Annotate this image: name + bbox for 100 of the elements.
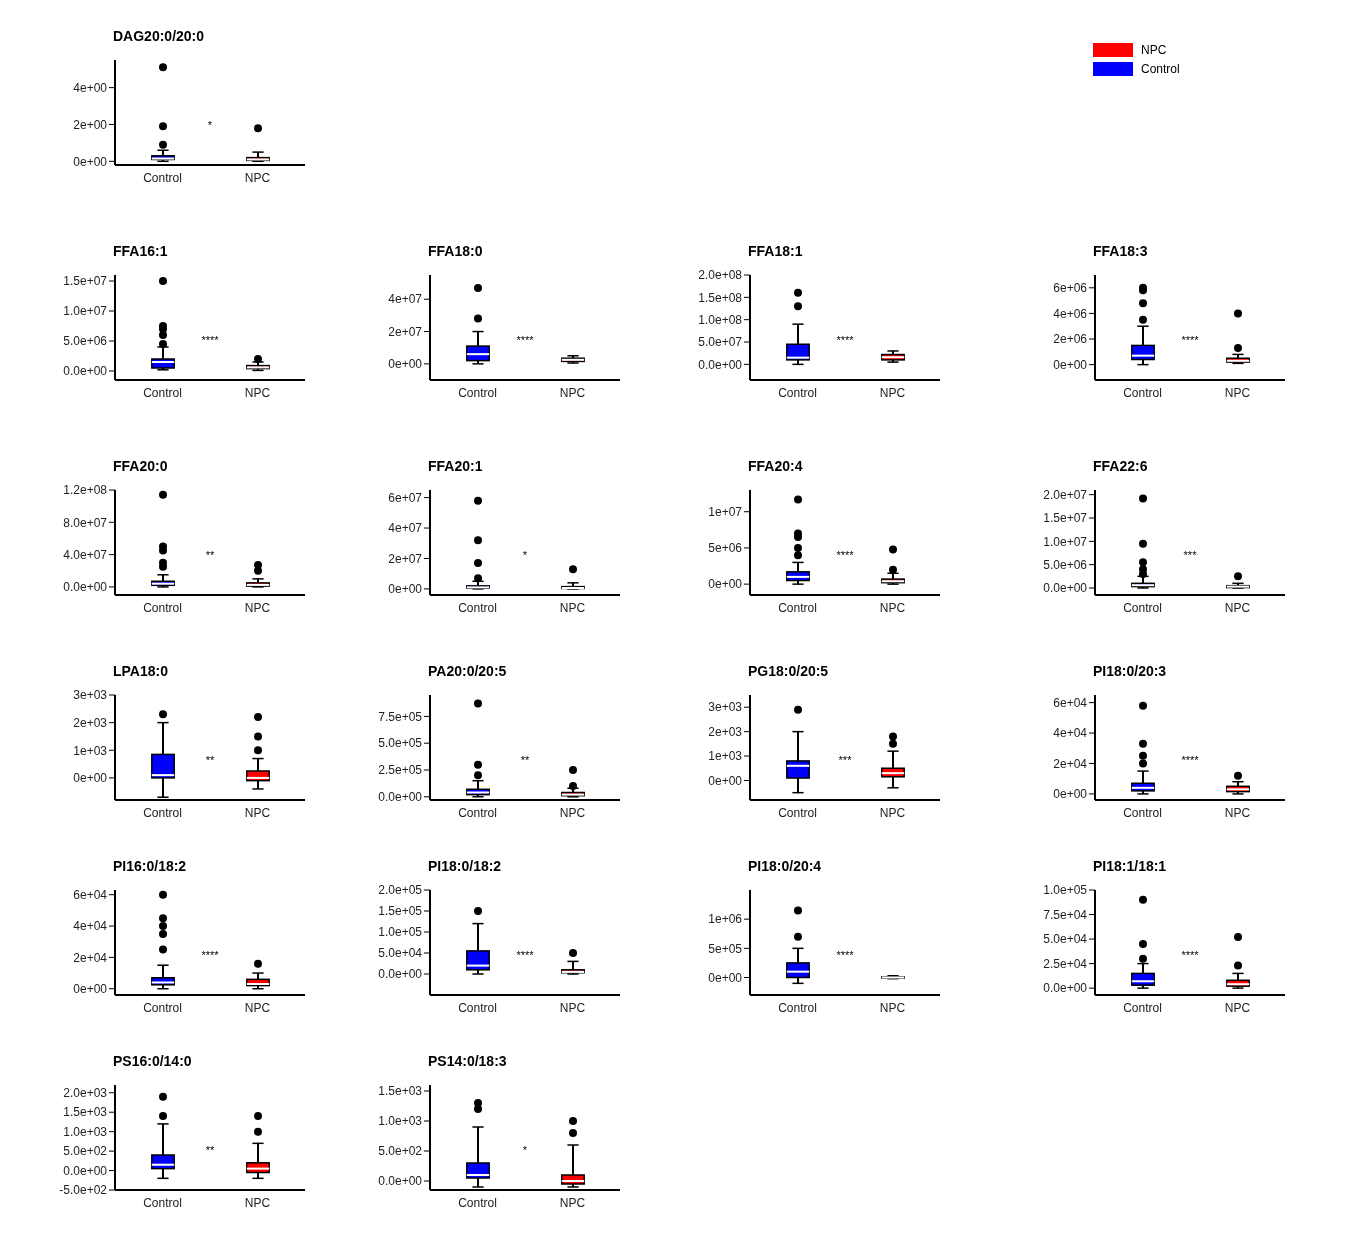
annotation: * [521, 1144, 529, 1156]
x-tick-label: NPC [559, 385, 586, 400]
y-tick-label: 2.0e+05 [378, 883, 423, 898]
y-tick-label: 5.0e+06 [63, 334, 108, 349]
chart-title: FFA20:4 [748, 458, 804, 476]
x-tick-label: Control [458, 805, 497, 820]
y-tick-label: 1.0e+05 [1043, 883, 1088, 898]
x-tick-label: Control [778, 1000, 817, 1015]
y-tick-label: 3e+03 [73, 688, 108, 703]
y-tick-label: 0e+00 [1053, 787, 1088, 802]
y-tick-label: 7.5e+05 [378, 709, 423, 724]
y-tick-label: 5.0e+07 [698, 335, 743, 350]
x-tick-label: Control [458, 1000, 497, 1015]
y-tick-label: 0e+00 [388, 357, 423, 372]
x-tick-label: Control [1123, 385, 1162, 400]
y-tick-label: 5.0e+04 [378, 946, 423, 961]
x-tick-label: Control [143, 805, 182, 820]
chart-title: PS14:0/18:3 [428, 1053, 508, 1071]
x-tick-label: Control [458, 1195, 497, 1210]
chart-title: PA20:0/20:5 [428, 663, 508, 681]
x-tick-label: Control [1123, 600, 1162, 615]
y-tick-label: 1.0e+03 [63, 1124, 108, 1139]
y-tick-label: 0e+00 [1053, 357, 1088, 372]
chart-title: PG18:0/20:5 [748, 663, 830, 681]
y-tick-label: 0.0e+00 [378, 790, 423, 805]
y-tick-label: 1.2e+08 [63, 483, 108, 498]
y-tick-label: 5e+06 [708, 541, 743, 556]
annotation: **** [835, 949, 855, 961]
y-tick-label: 0e+00 [73, 981, 108, 996]
y-tick-label: 1.5e+07 [63, 274, 108, 289]
y-tick-label: 2e+03 [708, 724, 743, 739]
y-tick-label: 2.5e+04 [1043, 956, 1088, 971]
annotation: **** [515, 334, 535, 346]
x-tick-label: NPC [559, 1000, 586, 1015]
y-tick-label: 4e+07 [388, 292, 423, 307]
x-tick-label: NPC [1224, 1000, 1251, 1015]
y-tick-label: 0e+00 [708, 577, 743, 592]
y-tick-label: 0.0e+00 [1043, 581, 1088, 596]
chart-title: FFA18:3 [1093, 243, 1149, 261]
y-tick-label: 1.0e+07 [63, 304, 108, 319]
x-tick-label: NPC [879, 1000, 906, 1015]
y-tick-label: 4e+07 [388, 521, 423, 536]
y-tick-label: 5.0e+02 [63, 1144, 108, 1159]
y-tick-label: 0.0e+00 [378, 967, 423, 982]
y-tick-label: -5.0e+02 [59, 1183, 108, 1198]
chart-title: PI18:1/18:1 [1093, 858, 1168, 876]
x-tick-label: Control [143, 1195, 182, 1210]
x-tick-label: NPC [879, 385, 906, 400]
y-tick-label: 5.0e+02 [378, 1144, 423, 1159]
y-tick-label: 5.0e+06 [1043, 557, 1088, 572]
y-tick-label: 1.5e+05 [378, 904, 423, 919]
chart-title: LPA18:0 [113, 663, 169, 681]
y-tick-label: 7.5e+04 [1043, 907, 1088, 922]
y-tick-label: 3e+03 [708, 700, 743, 715]
y-tick-label: 2e+04 [1053, 756, 1088, 771]
chart-title: FFA18:1 [748, 243, 804, 261]
y-tick-label: 0e+00 [73, 771, 108, 786]
x-tick-label: NPC [559, 600, 586, 615]
x-tick-label: Control [143, 600, 182, 615]
y-tick-label: 2e+03 [73, 715, 108, 730]
x-tick-label: NPC [1224, 600, 1251, 615]
y-tick-label: 2.0e+08 [698, 268, 743, 283]
x-tick-label: NPC [244, 805, 271, 820]
legend-label: Control [1141, 61, 1180, 76]
y-tick-label: 1.0e+08 [698, 312, 743, 327]
annotation: **** [835, 334, 855, 346]
annotation: **** [835, 549, 855, 561]
legend-label: NPC [1141, 42, 1167, 57]
annotation: * [206, 119, 214, 131]
y-tick-label: 8.0e+07 [63, 515, 108, 530]
x-tick-label: NPC [879, 805, 906, 820]
x-tick-label: Control [143, 385, 182, 400]
annotation: ** [519, 754, 531, 766]
annotation: *** [837, 754, 853, 766]
y-tick-label: 5e+05 [708, 941, 743, 956]
chart-title: PI16:0/18:2 [113, 858, 188, 876]
y-tick-label: 4.0e+07 [63, 547, 108, 562]
y-tick-label: 0.0e+00 [63, 364, 108, 379]
y-tick-label: 5.0e+04 [1043, 932, 1088, 947]
y-tick-label: 5.0e+05 [378, 736, 423, 751]
chart-title: FFA20:0 [113, 458, 169, 476]
y-tick-label: 0.0e+00 [1043, 981, 1088, 996]
y-tick-label: 2e+07 [388, 551, 423, 566]
y-tick-label: 6e+04 [73, 887, 108, 902]
x-tick-label: NPC [244, 1195, 271, 1210]
y-tick-label: 2e+06 [1053, 332, 1088, 347]
chart-title: PS16:0/14:0 [113, 1053, 193, 1071]
y-tick-label: 0.0e+00 [63, 580, 108, 595]
chart-title: FFA20:1 [428, 458, 484, 476]
y-tick-label: 1.5e+07 [1043, 511, 1088, 526]
y-tick-label: 0e+00 [388, 582, 423, 597]
x-tick-label: Control [1123, 1000, 1162, 1015]
x-tick-label: NPC [1224, 805, 1251, 820]
chart-title: FFA16:1 [113, 243, 169, 261]
x-tick-label: NPC [244, 1000, 271, 1015]
annotation: **** [200, 334, 220, 346]
y-tick-label: 1.0e+07 [1043, 534, 1088, 549]
y-tick-label: 0.0e+00 [698, 357, 743, 372]
y-tick-label: 2.0e+07 [1043, 487, 1088, 502]
y-tick-label: 2.5e+05 [378, 763, 423, 778]
